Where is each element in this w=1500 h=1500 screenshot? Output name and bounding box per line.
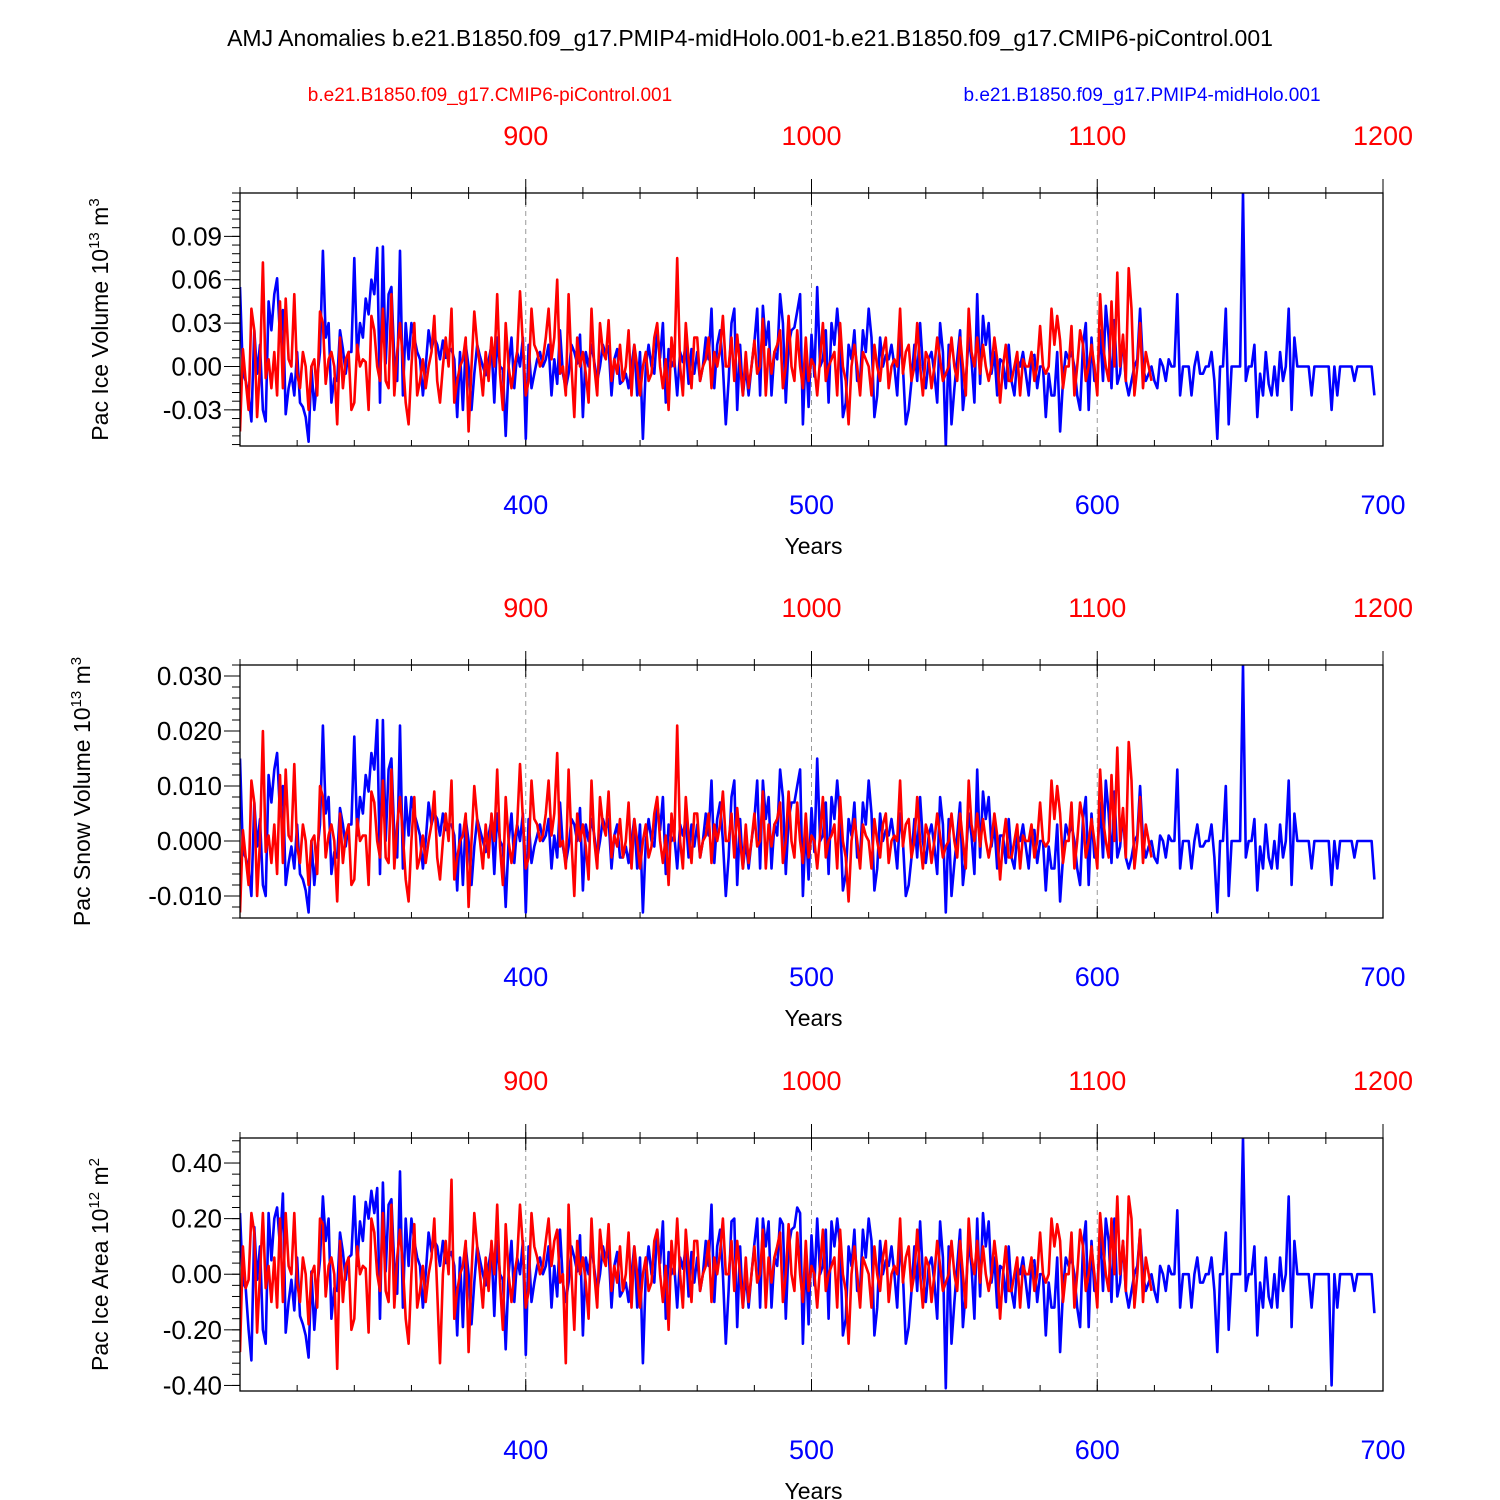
chart-panels: 400 500 600 700 900 1000 1100 1200 -0.03 0.00 0.03… (68, 121, 1413, 1500)
y-axis-label-part: Pac Ice Volume 10 (87, 249, 113, 441)
x-tick-label-bottom: 500 (789, 962, 834, 992)
y-tick-label: 0.030 (157, 661, 222, 691)
legend-midholo-label: b.e21.B1850.f09_g17.PMIP4-midHolo.001 (963, 85, 1320, 106)
chart-panel-2: 400 500 600 700 900 1000 1100 1200 -0.010 0.000 0.… (68, 593, 1413, 1031)
x-tick-label-bottom: 500 (789, 1435, 834, 1465)
y-tick-label: -0.20 (163, 1315, 222, 1345)
x-tick-label-top: 900 (503, 121, 548, 151)
y-tick-label: 0.000 (157, 826, 222, 856)
y-tick-label: 0.010 (157, 771, 222, 801)
plot-frame (239, 192, 1384, 447)
y-tick-label: 0.020 (157, 716, 222, 746)
y-axis-label-part: m (69, 665, 95, 691)
y-tick-label: 0.09 (171, 221, 222, 251)
x-tick-label-top: 1200 (1353, 593, 1413, 623)
y-tick-label: 0.00 (171, 1259, 222, 1289)
x-tick-label-bottom: 700 (1360, 490, 1405, 520)
y-axis-label: Pac Snow Volume 1013 m3 (68, 657, 95, 926)
plot-frame (239, 1137, 1384, 1392)
y-tick-label: 0.03 (171, 308, 222, 338)
series-line-control (240, 1178, 1153, 1371)
x-tick-label-bottom: 400 (503, 490, 548, 520)
chart-panel-1: 400 500 600 700 900 1000 1100 1200 -0.03 0.00 0.03… (86, 121, 1413, 559)
y-tick-label: 0.06 (171, 265, 222, 295)
x-tick-label-top: 1000 (781, 593, 841, 623)
y-tick-label: 0.20 (171, 1204, 222, 1234)
series-line-control (240, 256, 1153, 433)
y-axis-label: Pac Ice Volume 1013 m3 (86, 198, 113, 440)
x-tick-label-bottom: 600 (1075, 490, 1120, 520)
y-axis-label-exponent: 12 (86, 1192, 103, 1209)
x-tick-label-top: 900 (503, 1066, 548, 1096)
y-tick-label: 0.40 (171, 1148, 222, 1178)
y-axis-label-part: Pac Snow Volume 10 (69, 707, 95, 926)
y-tick-label: -0.03 (163, 395, 222, 425)
y-tick-label: 0.00 (171, 351, 222, 381)
x-tick-label-top: 1200 (1353, 1066, 1413, 1096)
y-axis-label-exponent: 3 (86, 198, 103, 206)
x-tick-label-bottom: 600 (1075, 1435, 1120, 1465)
figure-title: AMJ Anomalies b.e21.B1850.f09_g17.PMIP4-… (227, 25, 1273, 51)
legend-control-label: b.e21.B1850.f09_g17.CMIP6-piControl.001 (308, 85, 672, 106)
x-tick-label-top: 1100 (1068, 593, 1126, 623)
y-axis-label-part: m (87, 1166, 113, 1192)
x-tick-label-top: 1100 (1068, 121, 1126, 151)
y-axis-label-exponent: 3 (68, 657, 85, 665)
x-tick-label-bottom: 500 (789, 490, 834, 520)
x-tick-label-top: 1000 (781, 1066, 841, 1096)
chart-panel-3: 400 500 600 700 900 1000 1100 1200 -0.40 -0.20 0.0… (86, 1066, 1413, 1500)
y-axis-label-exponent: 2 (86, 1158, 103, 1166)
x-axis-label: Years (785, 533, 843, 559)
y-axis-label-exponent: 13 (86, 232, 103, 249)
x-tick-label-bottom: 600 (1075, 962, 1120, 992)
x-tick-label-bottom: 700 (1360, 962, 1405, 992)
x-tick-label-top: 1200 (1353, 121, 1413, 151)
series-line-control (240, 724, 1153, 913)
y-axis-label-exponent: 13 (68, 691, 85, 708)
y-axis-label-part: Pac Ice Area 10 (87, 1209, 113, 1371)
x-axis-label: Years (785, 1478, 843, 1500)
x-tick-label-bottom: 400 (503, 1435, 548, 1465)
x-tick-label-top: 900 (503, 593, 548, 623)
plot-frame (239, 664, 1384, 919)
x-tick-label-top: 1000 (781, 121, 841, 151)
y-tick-label: -0.40 (163, 1370, 222, 1400)
x-tick-label-top: 1100 (1068, 1066, 1126, 1096)
x-tick-label-bottom: 700 (1360, 1435, 1405, 1465)
y-tick-label: -0.010 (148, 881, 222, 911)
x-tick-label-bottom: 400 (503, 962, 548, 992)
y-axis-label: Pac Ice Area 1012 m2 (86, 1158, 113, 1371)
x-axis-label: Years (785, 1005, 843, 1031)
y-axis-label-part: m (87, 207, 113, 233)
